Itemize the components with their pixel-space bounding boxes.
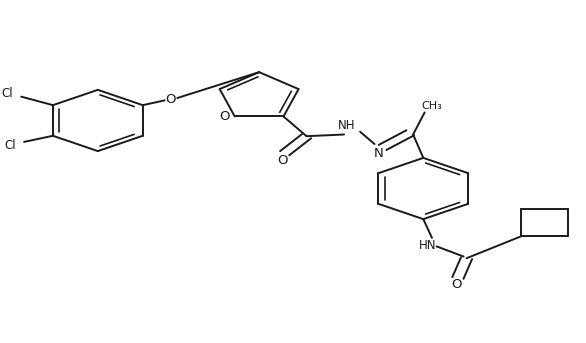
Text: O: O	[165, 93, 176, 106]
Text: Cl: Cl	[4, 140, 16, 153]
Text: O: O	[451, 278, 462, 291]
Text: Cl: Cl	[1, 87, 13, 100]
Text: NH: NH	[338, 119, 356, 132]
Text: O: O	[219, 110, 230, 123]
Text: N: N	[374, 147, 383, 160]
Text: HN: HN	[418, 239, 436, 252]
Text: O: O	[278, 154, 288, 166]
Text: CH₃: CH₃	[421, 101, 442, 111]
